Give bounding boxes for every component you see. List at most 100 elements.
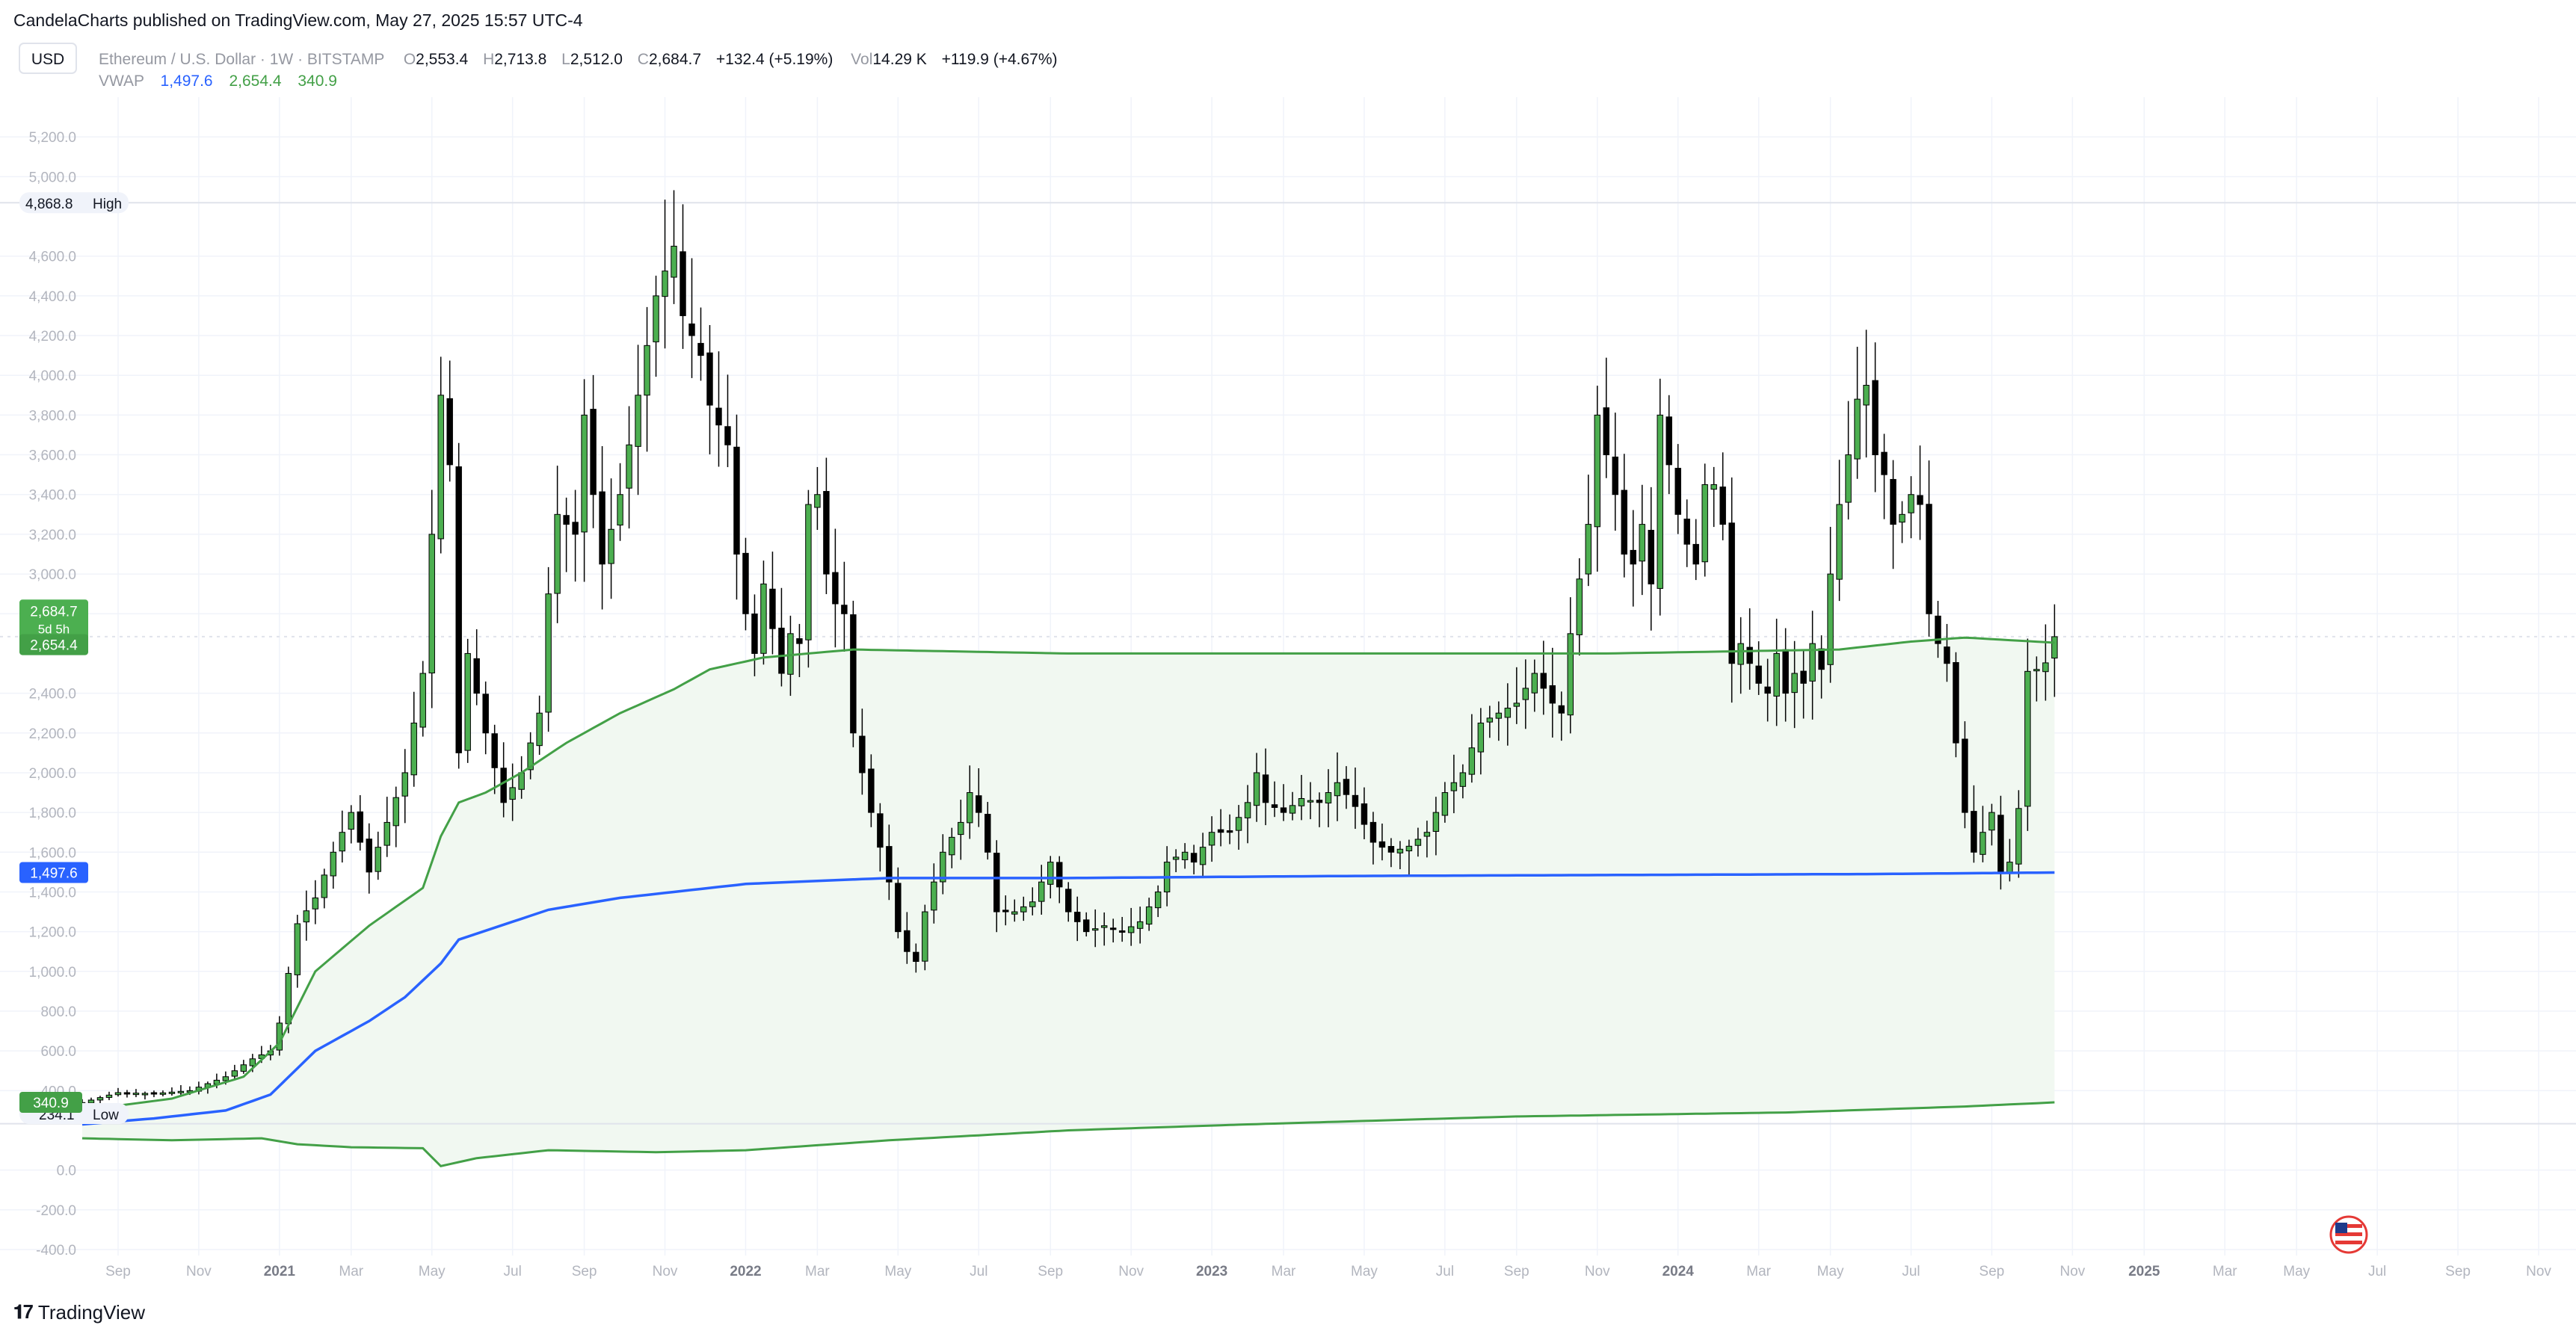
candle	[1038, 865, 1045, 915]
candle-body	[617, 494, 623, 526]
candle-body	[1038, 881, 1045, 902]
candle-body	[1567, 633, 1574, 716]
y-tick-label: 2,400.0	[29, 687, 76, 702]
candle-body	[1872, 380, 1879, 456]
candle	[841, 561, 848, 652]
candle-body	[572, 522, 579, 535]
candle	[105, 1091, 113, 1101]
candle	[1127, 907, 1135, 946]
candle	[455, 442, 462, 769]
candle	[850, 600, 857, 747]
candle-body	[1773, 652, 1780, 697]
candle	[1773, 618, 1780, 726]
candle-body	[150, 1092, 158, 1095]
candle-body	[1845, 454, 1852, 503]
candle	[177, 1084, 185, 1096]
candle	[653, 275, 659, 377]
y-tick-label: 1,400.0	[29, 885, 76, 901]
candle	[1836, 460, 1843, 602]
candle-body	[419, 673, 426, 728]
candle-body	[1208, 832, 1215, 846]
candle-body	[1298, 798, 1305, 806]
candle-body	[105, 1094, 113, 1098]
upper-band-line	[81, 636, 2055, 1112]
currency-box[interactable]	[19, 43, 77, 74]
candle	[383, 797, 390, 857]
high-value: 2,713.8	[494, 51, 546, 68]
x-tick-label: 2024	[1663, 1264, 1695, 1279]
upper-band-badge: 2,654.4	[19, 634, 88, 655]
candle	[1486, 705, 1494, 738]
candle	[590, 374, 597, 528]
candle-body	[1244, 802, 1251, 818]
candle-body	[1432, 812, 1440, 832]
candle-body	[626, 444, 632, 489]
candle	[1154, 885, 1162, 918]
tradingview-logo[interactable]: 𝟏7 TradingView	[13, 1300, 145, 1324]
candle	[662, 200, 668, 349]
y-tick-label: 800.0	[40, 1004, 76, 1020]
candle	[473, 629, 480, 705]
open-label: O	[404, 51, 416, 68]
candle-body	[437, 395, 444, 540]
candle	[1953, 652, 1959, 758]
candle-body	[1378, 841, 1386, 848]
candle-body	[285, 972, 292, 1025]
candle	[1612, 413, 1618, 531]
candle-body	[375, 847, 381, 872]
us-flag-icon[interactable]	[2329, 1215, 2368, 1254]
y-tick-label: 2,200.0	[29, 726, 76, 742]
x-tick-label: 2021	[264, 1264, 296, 1279]
candle	[437, 356, 444, 554]
candle-body	[1764, 686, 1771, 694]
y-tick-label: 3,200.0	[29, 528, 76, 543]
indicator-name: VWAP	[99, 72, 144, 90]
x-tick-label: Sep	[105, 1264, 131, 1279]
candle-body	[1289, 805, 1296, 814]
candle-body	[1899, 513, 1905, 523]
candle-body	[1558, 705, 1565, 714]
candle	[410, 691, 417, 787]
candle-body	[1522, 688, 1529, 700]
x-tick-label: Nov	[2526, 1264, 2551, 1279]
candle-body	[1576, 578, 1583, 635]
open-value: 2,553.4	[416, 51, 468, 68]
candle-body	[1504, 708, 1512, 718]
candle-body	[1199, 847, 1207, 865]
candle-body	[1325, 792, 1332, 804]
candle	[1280, 784, 1287, 821]
candle	[572, 490, 579, 582]
x-tick-label: Nov	[1118, 1264, 1144, 1279]
candle-body	[2015, 808, 2022, 865]
candle-body	[1612, 457, 1618, 495]
x-tick-label: Mar	[1272, 1264, 1296, 1279]
candle-body	[222, 1076, 229, 1081]
candle	[545, 566, 552, 732]
candle	[1316, 792, 1323, 827]
candle-body	[1181, 851, 1189, 860]
candle-body	[1809, 643, 1816, 682]
candle	[1549, 647, 1556, 738]
candle-body	[805, 504, 812, 640]
indicator-legend[interactable]: VWAP 1,497.6 2,654.4 340.9	[99, 72, 337, 90]
candle	[949, 827, 955, 868]
candle-body	[1692, 543, 1699, 565]
candle-body	[697, 342, 704, 356]
x-tick-label: 2022	[730, 1264, 761, 1279]
candle	[922, 904, 928, 971]
candle	[1657, 378, 1663, 616]
candle-body	[1719, 487, 1726, 525]
y-tick-label: 3,000.0	[29, 567, 76, 583]
candle-body	[1002, 910, 1009, 913]
candle-body	[895, 883, 902, 933]
candle	[150, 1090, 158, 1098]
candle-body	[913, 951, 919, 963]
x-tick-label: Mar	[1746, 1264, 1771, 1279]
candle	[1872, 342, 1879, 492]
candle-body	[294, 923, 301, 975]
candle	[1136, 907, 1144, 944]
currency-label[interactable]: USD	[31, 51, 64, 68]
candle-body	[850, 614, 857, 734]
candle-body	[1737, 643, 1744, 665]
